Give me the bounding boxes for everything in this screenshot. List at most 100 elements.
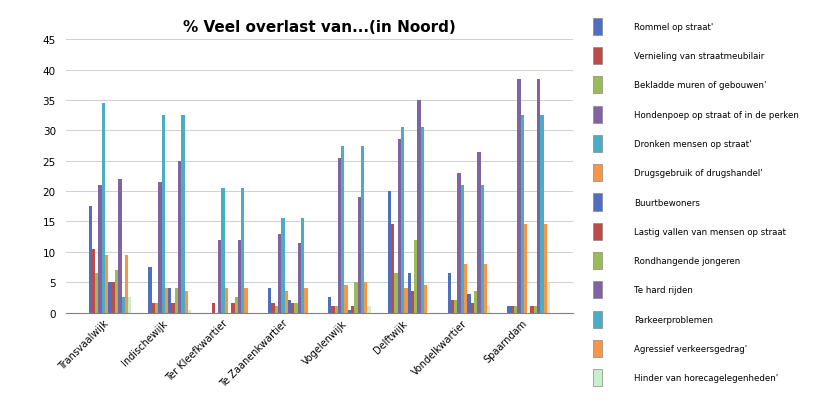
Bar xyxy=(174,289,178,313)
Bar xyxy=(124,255,128,313)
Text: Buurtbewoners: Buurtbewoners xyxy=(634,198,699,207)
Bar xyxy=(537,79,541,313)
Bar xyxy=(301,219,305,313)
Bar xyxy=(391,225,395,313)
Bar xyxy=(471,304,474,313)
FancyBboxPatch shape xyxy=(593,48,602,65)
Bar xyxy=(521,116,524,313)
Bar xyxy=(531,307,534,313)
Bar xyxy=(115,270,118,313)
Bar xyxy=(158,182,161,313)
Bar xyxy=(165,289,168,313)
Bar xyxy=(518,79,521,313)
Bar xyxy=(211,304,215,313)
Bar xyxy=(224,289,228,313)
Text: Hondenpoep op straat of in de perken: Hondenpoep op straat of in de perken xyxy=(634,110,799,119)
Bar xyxy=(514,307,518,313)
Bar xyxy=(221,188,224,313)
Bar xyxy=(355,282,358,313)
Bar xyxy=(477,152,481,313)
Bar xyxy=(524,225,527,313)
Bar xyxy=(398,140,401,313)
Bar xyxy=(88,207,92,313)
FancyBboxPatch shape xyxy=(593,194,602,211)
Bar xyxy=(152,304,155,313)
Text: Parkeerproblemen: Parkeerproblemen xyxy=(634,315,713,324)
Bar xyxy=(424,286,428,313)
Bar xyxy=(408,273,411,313)
Bar xyxy=(351,307,355,313)
FancyBboxPatch shape xyxy=(593,369,602,386)
Bar xyxy=(414,240,418,313)
Bar xyxy=(364,282,368,313)
Bar xyxy=(291,304,294,313)
Bar xyxy=(534,307,537,313)
Bar xyxy=(448,273,451,313)
Bar xyxy=(484,264,487,313)
Bar xyxy=(395,273,398,313)
Bar xyxy=(328,298,331,313)
FancyBboxPatch shape xyxy=(593,223,602,240)
Bar xyxy=(547,282,550,313)
Bar xyxy=(451,301,455,313)
Bar xyxy=(218,240,221,313)
Bar xyxy=(487,307,491,313)
Bar xyxy=(474,292,477,313)
Bar xyxy=(508,307,511,313)
Bar xyxy=(298,243,301,313)
Bar xyxy=(121,298,124,313)
Bar xyxy=(468,295,471,313)
Bar xyxy=(271,304,274,313)
Bar xyxy=(287,301,291,313)
Text: Vernieling van straatmeubilair: Vernieling van straatmeubilair xyxy=(634,52,764,61)
Bar xyxy=(244,289,248,313)
Title: % Veel overlast van...(in Noord): % Veel overlast van...(in Noord) xyxy=(183,20,456,35)
Bar xyxy=(421,128,424,313)
Text: Agressief verkeersgedrag': Agressief verkeersgedrag' xyxy=(634,344,747,353)
Bar xyxy=(268,289,271,313)
Bar xyxy=(345,286,348,313)
Text: Lastig vallen van mensen op straat: Lastig vallen van mensen op straat xyxy=(634,227,785,236)
FancyBboxPatch shape xyxy=(593,165,602,182)
Text: Te hard rijden: Te hard rijden xyxy=(634,286,693,295)
Bar xyxy=(92,249,95,313)
Text: Drugsgebruik of drugshandel': Drugsgebruik of drugshandel' xyxy=(634,169,762,178)
Text: Hinder van horecagelegenheden': Hinder van horecagelegenheden' xyxy=(634,373,778,382)
Bar xyxy=(238,240,241,313)
Bar xyxy=(284,292,287,313)
FancyBboxPatch shape xyxy=(593,252,602,269)
FancyBboxPatch shape xyxy=(593,311,602,328)
Bar xyxy=(181,116,184,313)
FancyBboxPatch shape xyxy=(593,282,602,299)
Bar xyxy=(337,158,341,313)
Bar xyxy=(184,292,188,313)
Text: Rondhangende jongeren: Rondhangende jongeren xyxy=(634,256,740,265)
Bar xyxy=(98,186,102,313)
Bar xyxy=(401,128,405,313)
Bar xyxy=(334,307,337,313)
Bar xyxy=(511,307,514,313)
Bar xyxy=(348,310,351,313)
Bar xyxy=(278,234,281,313)
FancyBboxPatch shape xyxy=(593,19,602,36)
Text: Dronken mensen op straat': Dronken mensen op straat' xyxy=(634,140,751,149)
Bar xyxy=(418,101,421,313)
Bar xyxy=(171,304,174,313)
Bar xyxy=(341,146,345,313)
Bar xyxy=(118,180,121,313)
Bar xyxy=(361,146,364,313)
Bar xyxy=(544,225,547,313)
Bar xyxy=(231,304,234,313)
Bar xyxy=(128,298,131,313)
Bar xyxy=(331,307,334,313)
Bar xyxy=(274,307,278,313)
Bar xyxy=(458,173,461,313)
Bar xyxy=(387,192,391,313)
Bar xyxy=(455,301,458,313)
Bar xyxy=(155,304,158,313)
Bar xyxy=(148,267,152,313)
Bar xyxy=(481,186,484,313)
FancyBboxPatch shape xyxy=(593,77,602,94)
Bar xyxy=(541,116,544,313)
Bar xyxy=(111,282,115,313)
